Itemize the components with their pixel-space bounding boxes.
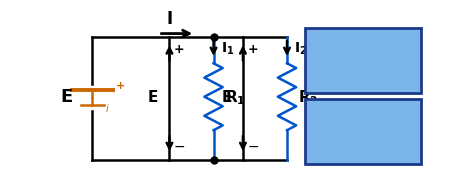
Text: $\mathbf{R_1}$: $\mathbf{R_1}$ (225, 88, 245, 107)
Text: $\mathbf{I_2}$: $\mathbf{I_2}$ (294, 40, 308, 57)
Text: $\mathbf{E}$: $\mathbf{E}$ (60, 88, 73, 107)
Text: $\mathbf{R_1+R_2}$: $\mathbf{R_1+R_2}$ (340, 140, 386, 155)
Text: i: i (106, 104, 109, 114)
Text: +: + (247, 43, 258, 56)
Text: $\mathbf{I_1}$: $\mathbf{I_1}$ (311, 43, 324, 58)
Text: $\mathbf{I_2}$: $\mathbf{I_2}$ (311, 115, 324, 130)
Text: $\mathbf{R_2}$: $\mathbf{R_2}$ (354, 31, 373, 48)
FancyBboxPatch shape (305, 99, 421, 164)
Text: $\mathbf{E}$: $\mathbf{E}$ (147, 90, 158, 105)
Text: +: + (116, 81, 126, 91)
Text: $\mathbf{=I*}$: $\mathbf{=I*}$ (321, 44, 352, 57)
Text: $\mathbf{R_2}$: $\mathbf{R_2}$ (298, 88, 319, 107)
Text: −: − (247, 140, 259, 153)
FancyBboxPatch shape (305, 28, 421, 93)
Text: −: − (174, 140, 185, 153)
Text: $\mathbf{R_1+R_2}$: $\mathbf{R_1+R_2}$ (340, 67, 386, 82)
Text: $\mathbf{R_1}$: $\mathbf{R_1}$ (354, 103, 373, 120)
Text: +: + (174, 43, 184, 56)
Text: $\mathbf{I_1}$: $\mathbf{I_1}$ (221, 40, 234, 57)
Text: $\mathbf{I}$: $\mathbf{I}$ (166, 10, 173, 28)
Text: $\mathbf{E}$: $\mathbf{E}$ (221, 90, 232, 105)
Text: $\mathbf{=I*}$: $\mathbf{=I*}$ (321, 116, 352, 129)
